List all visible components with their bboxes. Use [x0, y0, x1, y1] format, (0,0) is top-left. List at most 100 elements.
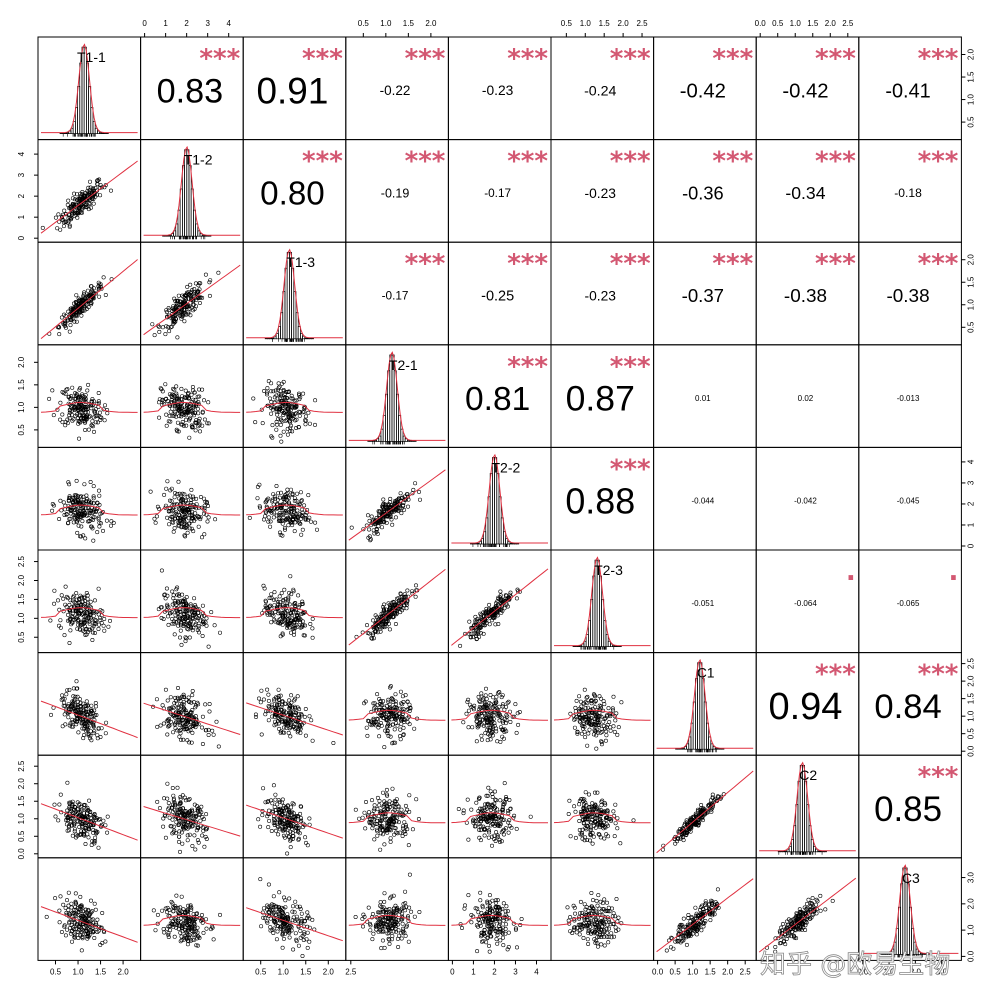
scatter-point [103, 183, 108, 188]
significance-stars: *** [815, 147, 856, 177]
panel-frame [37, 344, 142, 448]
panel-r3-c5: 0.87*** [550, 344, 655, 448]
scatter-point [90, 195, 95, 200]
panel-r3-c4: 0.81*** [447, 344, 552, 448]
scatter-point [57, 516, 62, 521]
scatter-point [262, 514, 267, 519]
scatter-point [155, 724, 160, 729]
scatter-point [401, 725, 406, 730]
scatter-point [288, 487, 293, 492]
scatter-point [214, 719, 219, 724]
scatter-point [272, 590, 277, 595]
scatter-point [84, 202, 89, 207]
scatter-point [166, 614, 171, 619]
scatter-point [194, 304, 199, 309]
scatter-point [89, 703, 94, 708]
scatter-point [277, 726, 282, 731]
scatter-point [288, 805, 293, 810]
correlation-value: -0.013 [897, 394, 920, 403]
scatter-point [184, 595, 189, 600]
scatter-point [202, 844, 207, 849]
scatter-point [205, 519, 210, 524]
scatter-point [607, 720, 612, 725]
significance-stars: *** [918, 660, 959, 690]
correlation-value: -0.051 [692, 599, 715, 608]
scatter-point [174, 299, 179, 304]
scatter-point [52, 588, 57, 593]
scatter-point [314, 527, 319, 532]
scatter-point [58, 400, 63, 405]
significance-stars: *** [302, 147, 343, 177]
histogram-bar [516, 543, 520, 545]
scatter-point [473, 614, 478, 619]
scatter-point [209, 610, 214, 615]
scatter-point [163, 835, 168, 840]
scatter-point [86, 293, 91, 298]
scatter-point [604, 733, 609, 738]
scatter-point [171, 319, 176, 324]
significance-stars: *** [712, 147, 753, 177]
scatter-point [272, 804, 277, 809]
density-curve [246, 248, 343, 339]
scatter-point [170, 616, 175, 621]
scatter-point [164, 423, 169, 428]
correlation-value: 0.81 [465, 381, 530, 418]
scatter-point [88, 179, 93, 184]
scatter-point [71, 306, 76, 311]
scatter-point [106, 624, 111, 629]
scatter-point [53, 814, 58, 819]
scatter-point [65, 318, 70, 323]
scatter-point [60, 412, 65, 417]
scatter-point [187, 304, 192, 309]
scatter-point [298, 490, 303, 495]
scatter-point [399, 511, 404, 516]
scatter-point [85, 189, 90, 194]
panel-r0-c5: -0.24*** [550, 36, 655, 141]
scatter-point [101, 818, 106, 823]
significance-stars: *** [918, 44, 959, 74]
scatter-point [265, 814, 270, 819]
histogram-bar [193, 209, 196, 237]
scatter-point [312, 422, 317, 427]
correlation-value: -0.044 [692, 497, 715, 506]
scatter-point [91, 188, 96, 193]
panel-r2-c8: -0.38*** [858, 241, 962, 346]
scatter-point [276, 381, 281, 386]
scatter-point [179, 386, 184, 391]
scatter-point [269, 592, 274, 597]
panel-r0-c1: 0.83*** [140, 36, 244, 141]
scatter-point [200, 714, 205, 719]
variable-label: T2-3 [594, 562, 623, 578]
scatter-point [467, 619, 472, 624]
scatter-point [299, 498, 304, 503]
scatter-point [412, 726, 417, 731]
scatter-point [263, 712, 268, 717]
scatter-point [192, 596, 197, 601]
scatter-point [71, 694, 76, 699]
correlation-value: -0.37 [682, 285, 724, 306]
scatter-point [52, 802, 57, 807]
scatter-point [157, 806, 162, 811]
scatter-point [211, 732, 216, 737]
panel-frame [242, 754, 347, 859]
scatter-point [483, 686, 488, 691]
correlation-value: -0.042 [794, 497, 817, 506]
panel-r1-c0 [37, 139, 142, 243]
panel-r4-c0 [37, 446, 142, 551]
scatter-point [392, 727, 397, 732]
correlation-value: -0.19 [381, 186, 410, 200]
scatter-point [180, 841, 185, 846]
scatter-point [71, 312, 76, 317]
significance-stars: *** [610, 44, 651, 74]
scatter-point [166, 325, 171, 330]
panel-r3-c2 [242, 344, 347, 448]
scatter-point [479, 691, 484, 696]
scatter-point [104, 720, 109, 725]
scatter-point [310, 626, 315, 631]
scatter-point [68, 317, 73, 322]
scatter-point [164, 486, 169, 491]
scatter-point [269, 381, 274, 386]
scatter-point [153, 520, 158, 525]
scatter-point [261, 697, 266, 702]
panel-r0-c4: -0.23*** [447, 36, 552, 141]
